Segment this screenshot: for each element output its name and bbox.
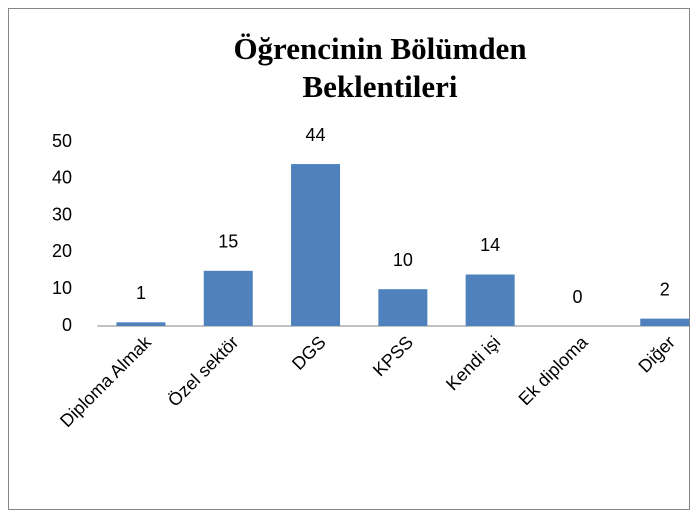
y-tick-label: 40 [52,168,72,188]
x-tick-label: DGS [288,332,330,374]
data-label: 15 [218,232,238,252]
data-label: 2 [660,279,670,299]
x-tick-label: Diploma Almak [56,331,156,431]
x-tick-label: Ek diploma [515,331,593,409]
y-tick-label: 0 [62,315,72,335]
chart-title: Öğrencinin Bölümden Beklentileri [233,31,527,104]
y-tick-label: 20 [52,241,72,261]
data-label: 10 [393,250,413,270]
x-tick-label: Özel sektör [164,332,243,411]
bar [378,289,428,326]
data-label: 44 [306,125,326,145]
x-tick-label: KPSS [369,332,417,380]
bar [203,270,253,326]
bar [116,322,166,326]
y-tick-label: 50 [52,131,72,151]
y-tick-label: 10 [52,278,72,298]
x-tick-label: Diğer [634,332,679,377]
chart-border [8,8,690,510]
x-tick-label: Kendi işi [442,332,504,394]
data-label: 14 [480,235,500,255]
bar [291,164,341,326]
data-label: 0 [572,287,582,307]
bar [465,274,515,326]
data-label: 1 [136,283,146,303]
y-tick-label: 30 [52,204,72,224]
bar [640,318,690,326]
